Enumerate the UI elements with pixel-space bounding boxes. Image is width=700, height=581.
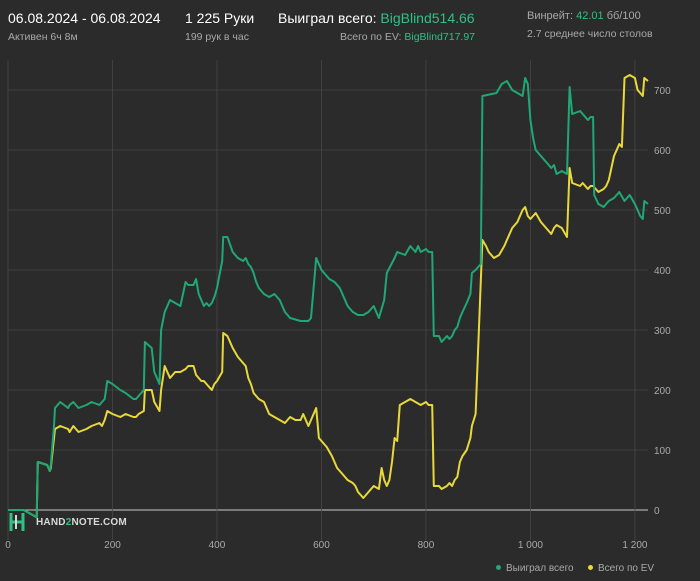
winrate-value: 42.01 [576, 10, 604, 22]
hands-per-hour: 199 рук в час [185, 31, 249, 43]
grid [7, 60, 648, 540]
y-tick-label: 400 [654, 266, 671, 277]
stats-header: 06.08.2024 - 06.08.2024 Активен 6ч 8м 1 … [0, 0, 700, 50]
ev-total: Всего по EV: BigBlind717.97 [278, 31, 475, 43]
y-tick-label: 200 [654, 386, 671, 397]
winrate-label: Винрейт: [527, 10, 574, 22]
hands-block: 1 225 Руки 199 рук в час [185, 10, 254, 43]
x-tick-label: 1 000 [518, 540, 543, 551]
active-time: Активен 6ч 8м [8, 31, 78, 43]
x-axis-ticks: 0 200 400 600 800 1 000 1 200 [5, 540, 648, 551]
x-tick-label: 600 [313, 540, 330, 551]
y-tick-label: 700 [654, 86, 671, 97]
x-tick-label: 0 [5, 540, 11, 551]
won-block: Выиграл всего: BigBlind514.66 Всего по E… [278, 10, 475, 43]
x-tick-label: 1 200 [622, 540, 647, 551]
ev-label: Всего по EV: [340, 31, 402, 43]
y-tick-label: 300 [654, 326, 671, 337]
won-label: Выиграл всего: [278, 10, 377, 26]
date-block: 06.08.2024 - 06.08.2024 Активен 6ч 8м [8, 10, 161, 43]
legend-won-label: Выиграл всего [506, 563, 574, 574]
series-line [8, 74, 649, 519]
winrate-block: Винрейт: 42.01 бб/100 2.7 среднее число … [527, 10, 653, 40]
hands-count: 1 225 Руки [185, 10, 255, 26]
y-tick-label: 100 [654, 446, 671, 457]
hand2note-logo: HAND2NOTE.COM [8, 511, 128, 535]
x-tick-label: 200 [104, 540, 121, 551]
date-range: 06.08.2024 - 06.08.2024 [8, 10, 161, 26]
y-tick-label: 500 [654, 206, 671, 217]
x-tick-label: 800 [418, 540, 435, 551]
legend-ev-label: Всего по EV [598, 563, 655, 574]
y-axis-ticks: 0 100 200 300 400 500 600 700 [654, 86, 671, 517]
legend-ev[interactable]: Всего по EV [588, 563, 654, 574]
legend-ev-marker [588, 564, 593, 570]
won-value: BigBlind514.66 [380, 10, 475, 26]
hand2note-logo-icon [9, 513, 25, 531]
legend-won-marker [496, 564, 501, 570]
winrate-unit: бб/100 [606, 10, 641, 22]
won-total: Выиграл всего: BigBlind514.66 [278, 10, 475, 26]
avg-tables: 2.7 среднее число столов [527, 28, 653, 40]
series-lines [8, 74, 649, 519]
x-tick-label: 400 [209, 540, 226, 551]
ev-value: BigBlind717.97 [404, 31, 475, 43]
hand2note-logo-text: HAND2NOTE.COM [36, 517, 127, 528]
profit-chart: 0 100 200 300 400 500 600 700 0 200 400 600 800 1 00… [5, 60, 671, 551]
winrate: Винрейт: 42.01 бб/100 [527, 10, 653, 22]
y-tick-label: 0 [654, 506, 660, 517]
series-line [8, 77, 649, 519]
legend-won[interactable]: Выиграл всего [496, 563, 574, 574]
chart-legend: Выиграл всего Всего по EV [0, 563, 700, 577]
y-tick-label: 600 [654, 146, 671, 157]
